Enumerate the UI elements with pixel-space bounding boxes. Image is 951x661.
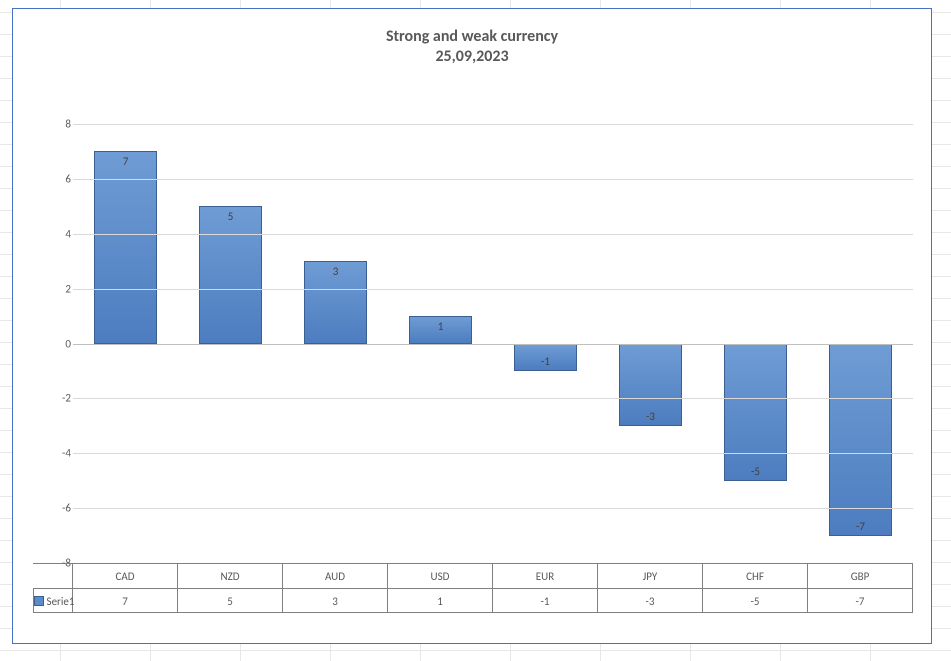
- legend-series-label: Serie1: [47, 595, 75, 608]
- gridline: [73, 398, 913, 399]
- bar-data-label: 7: [106, 155, 146, 168]
- y-tick-label: 0: [43, 337, 71, 350]
- data-table-value-cell: 1: [388, 589, 493, 613]
- spreadsheet-background: Strong and weak currency 25,09,2023 -8-6…: [0, 0, 951, 661]
- data-table-value-cell: -7: [808, 589, 913, 613]
- plot-area: 7 5 3 1 -1 -3 -5 -7: [73, 124, 913, 563]
- data-table-value-cell: -5: [703, 589, 808, 613]
- data-table-series-head: Serie1: [33, 589, 73, 613]
- y-tick-label: 4: [43, 227, 71, 240]
- chart-title-line1: Strong and weak currency: [13, 27, 931, 47]
- y-axis: -8-6-4-202468: [43, 124, 71, 563]
- data-table-category-cell: AUD: [283, 564, 388, 588]
- data-table-value-row: Serie1 7531-1-3-5-7: [33, 589, 913, 613]
- y-tick-label: -6: [43, 502, 71, 515]
- y-tick-label: 2: [43, 282, 71, 295]
- data-table-category-cell: CHF: [703, 564, 808, 588]
- legend-swatch: [34, 596, 44, 606]
- data-table-category-cell: NZD: [178, 564, 283, 588]
- chart-title-line2: 25,09,2023: [13, 47, 931, 67]
- data-table-value-cell: 3: [283, 589, 388, 613]
- chart-frame: Strong and weak currency 25,09,2023 -8-6…: [12, 8, 932, 644]
- bar-data-label: -1: [526, 355, 566, 368]
- bar: [724, 344, 787, 481]
- gridline: [73, 508, 913, 509]
- gridline: [73, 179, 913, 180]
- y-tick-label: -4: [43, 447, 71, 460]
- data-table-value-cell: -1: [493, 589, 598, 613]
- gridline: [73, 289, 913, 290]
- bar-data-label: -5: [736, 465, 776, 478]
- bar: [94, 151, 157, 343]
- zero-line: [73, 344, 913, 345]
- data-table-value-cell: -3: [598, 589, 703, 613]
- bar-data-label: 3: [316, 265, 356, 278]
- bar: [829, 344, 892, 536]
- gridline: [73, 234, 913, 235]
- data-table-category-cell: CAD: [73, 564, 178, 588]
- data-table-value-cell: 7: [73, 589, 178, 613]
- gridline: [73, 124, 913, 125]
- bar-data-label: -7: [841, 520, 881, 533]
- data-table-category-row: CADNZDAUDUSDEURJPYCHFGBP: [33, 564, 913, 589]
- data-table-category-cell: USD: [388, 564, 493, 588]
- bar-data-label: 1: [421, 320, 461, 333]
- y-tick-label: 6: [43, 172, 71, 185]
- gridline: [73, 453, 913, 454]
- data-table-value-cell: 5: [178, 589, 283, 613]
- data-table-category-cell: GBP: [808, 564, 913, 588]
- data-table-category-cell: JPY: [598, 564, 703, 588]
- data-table: CADNZDAUDUSDEURJPYCHFGBP Serie1 7531-1-3…: [33, 563, 913, 613]
- bar: [199, 206, 262, 343]
- y-tick-label: -2: [43, 392, 71, 405]
- data-table-head-empty: [33, 564, 73, 588]
- y-tick-label: 8: [43, 118, 71, 131]
- bar-data-label: 5: [211, 210, 251, 223]
- legend: Serie1: [32, 595, 75, 608]
- chart-title: Strong and weak currency 25,09,2023: [13, 27, 931, 67]
- bar-data-label: -3: [631, 410, 671, 423]
- data-table-category-cell: EUR: [493, 564, 598, 588]
